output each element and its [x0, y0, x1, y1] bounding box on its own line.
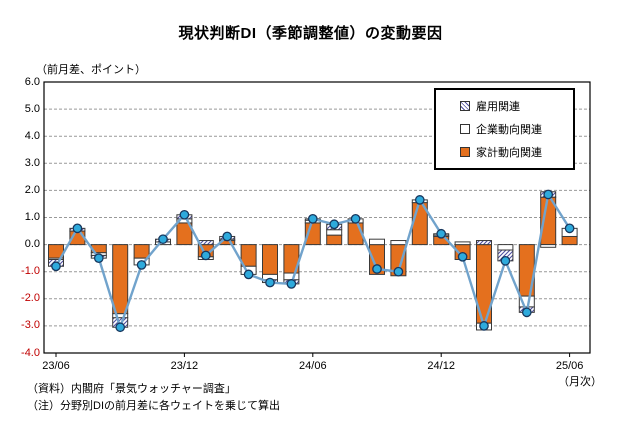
legend-label-household: 家計動向関連 — [476, 147, 542, 160]
bar-segment-white — [390, 240, 407, 246]
bar-segment-white — [454, 241, 471, 246]
x-axis-label: 24/06 — [299, 360, 327, 372]
y-axis-label: 0.0 — [24, 238, 40, 251]
y-axis-label: -2.0 — [21, 292, 40, 305]
total-line-marker — [350, 214, 361, 224]
plot-border — [43, 81, 591, 354]
corporate-white-swatch-icon — [460, 123, 470, 134]
legend: 雇用関連 企業動向関連 家計動向関連 — [434, 88, 575, 170]
x-axis-label: 23/06 — [42, 360, 70, 372]
legend-item-household: 家計動向関連 — [460, 144, 573, 160]
bar-segment-hatch — [476, 240, 492, 246]
bar-segment-white — [326, 229, 343, 236]
y-axis-label: 2.0 — [24, 183, 40, 196]
total-line-marker — [179, 209, 190, 220]
footnotes: （資料）内閣府「景気ウォッチャー調査」 （注）分野別DIの前月差に各ウェイトを乗… — [27, 381, 280, 415]
x-axis-label: 23/12 — [170, 360, 199, 372]
legend-label-corporate: 企業動向関連 — [476, 123, 542, 136]
total-line-marker — [543, 189, 554, 200]
total-line-marker — [479, 321, 489, 331]
total-line-marker — [286, 279, 297, 289]
total-line-marker — [265, 277, 275, 288]
y-axis-label: 4.0 — [24, 129, 40, 142]
bar-segment-orange — [326, 234, 343, 246]
y-axis-label: 1.0 — [24, 211, 40, 223]
y-axis-label: -4.0 — [21, 346, 40, 359]
bar-segment-white — [283, 272, 300, 281]
legend-item-corporate: 企業動向関連 — [460, 121, 573, 137]
bar-segment-white — [369, 238, 385, 246]
y-axis-unit-label: （前月差、ポイント） — [36, 64, 146, 76]
total-line-marker — [200, 250, 211, 261]
bar-segment-white — [497, 244, 514, 251]
total-line-marker — [436, 228, 447, 239]
y-axis-label: 6.0 — [24, 75, 40, 88]
total-line-marker — [72, 223, 83, 234]
chart-title: 現状判断DI（季節調整値）の変動要因 — [178, 25, 443, 42]
total-line-marker — [393, 266, 404, 277]
total-line-marker — [243, 269, 254, 280]
bar-segment-orange — [262, 244, 278, 275]
y-axis-label: -1.0 — [21, 265, 40, 278]
household-orange-swatch-icon — [460, 147, 470, 158]
bar-segment-white — [540, 244, 557, 248]
total-line-marker — [51, 261, 61, 272]
total-line-marker — [158, 234, 168, 245]
total-line-marker — [222, 231, 233, 242]
bar-segment-orange — [133, 244, 150, 259]
total-line-marker — [136, 260, 147, 270]
total-line-marker — [414, 195, 425, 205]
calculation-note: （注）分野別DIの前月差に各ウェイトを乗じて算出 — [27, 400, 280, 412]
total-line-marker — [329, 219, 340, 230]
y-axis-label: 5.0 — [24, 102, 40, 115]
total-line-marker — [500, 256, 511, 266]
x-axis-period-label: （月次） — [558, 376, 602, 388]
y-axis-label: 3.0 — [24, 156, 40, 169]
legend-item-employment: 雇用関連 — [460, 98, 573, 114]
source-note: （資料）内閣府「景気ウォッチャー調査」 — [27, 383, 236, 395]
total-line-marker — [115, 322, 126, 333]
total-line-marker — [564, 223, 575, 234]
x-axis-label: 24/12 — [427, 360, 455, 372]
bar-segment-orange — [561, 235, 578, 246]
total-line-marker — [521, 307, 532, 318]
employment-hatch-swatch-icon — [460, 100, 470, 111]
total-line-marker — [307, 214, 318, 224]
x-axis-label: 25/06 — [555, 360, 584, 372]
y-axis-label: -3.0 — [21, 319, 40, 332]
bar-segment-orange — [112, 244, 129, 315]
total-line-marker — [372, 264, 382, 274]
total-line-marker — [457, 251, 468, 262]
legend-label-employment: 雇用関連 — [476, 100, 520, 113]
total-line-marker — [93, 253, 104, 263]
